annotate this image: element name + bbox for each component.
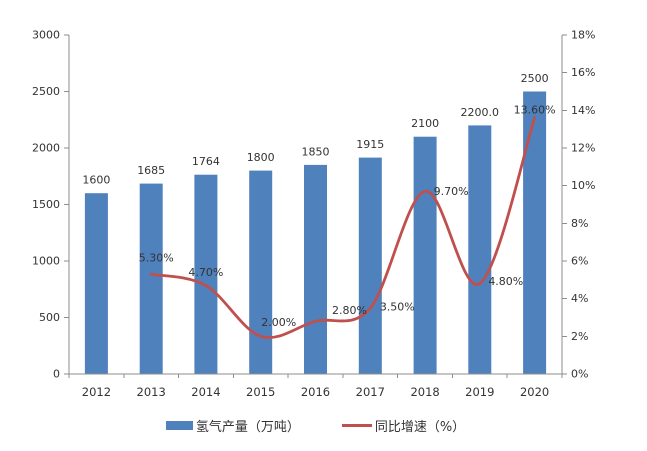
- bar-2017: [358, 157, 382, 374]
- line-series-swatch-icon: [341, 423, 372, 427]
- growth-label-2020: 13.60%: [514, 103, 556, 116]
- bar-2020: [523, 91, 547, 374]
- right-axis-label-6%: 6%: [571, 255, 588, 268]
- bar-value-label-2019: 2200.0: [461, 106, 500, 119]
- growth-label-2016: 2.80%: [332, 304, 367, 317]
- right-axis-label-2%: 2%: [571, 330, 588, 343]
- bar-value-label-2018: 2100: [411, 117, 439, 130]
- bar-value-label-2014: 1764: [192, 155, 220, 168]
- x-axis-label-2013: 2013: [137, 385, 166, 399]
- x-axis-label-2019: 2019: [465, 385, 494, 399]
- right-axis-label-16%: 16%: [571, 66, 595, 79]
- bar-series-label: 氢气产量（万吨）: [195, 419, 300, 435]
- left-axis-label-0: 0: [53, 368, 60, 381]
- bar-2019: [468, 125, 492, 375]
- x-axis-label-2016: 2016: [301, 385, 330, 399]
- x-axis-label-2020: 2020: [520, 385, 549, 399]
- bar-2016: [304, 164, 327, 374]
- legend-item-bar-series: 氢气产量（万吨）: [165, 416, 300, 435]
- right-axis-label-12%: 12%: [571, 142, 595, 155]
- legend-item-line-series: 同比增速（%）: [341, 416, 466, 435]
- right-axis-label-8%: 8%: [571, 217, 588, 230]
- growth-label-2019: 4.80%: [488, 275, 523, 288]
- x-axis-label-2017: 2017: [356, 385, 385, 399]
- bar-value-label-2012: 1600: [82, 174, 110, 187]
- growth-label-2017: 3.50%: [380, 301, 415, 314]
- chart-legend: 氢气产量（万吨） 同比增速（%）: [69, 412, 562, 438]
- x-axis-label-2014: 2014: [191, 385, 220, 399]
- left-axis-label-1500: 1500: [32, 198, 60, 211]
- bar-value-label-2015: 1800: [247, 151, 275, 164]
- x-axis-label-2015: 2015: [246, 385, 275, 399]
- x-axis-label-2018: 2018: [410, 385, 439, 399]
- growth-label-2018: 9.70%: [434, 185, 469, 198]
- bar-value-label-2017: 1915: [356, 138, 384, 151]
- right-axis-label-4%: 4%: [571, 292, 588, 305]
- bar-value-label-2013: 1685: [137, 164, 165, 177]
- right-axis-label-18%: 18%: [571, 29, 595, 42]
- x-axis-label-2012: 2012: [82, 385, 111, 399]
- bar-series-swatch-icon: [165, 420, 193, 430]
- growth-label-2014: 4.70%: [188, 266, 223, 279]
- bar-2014: [194, 174, 218, 374]
- left-axis-label-1000: 1000: [32, 255, 60, 268]
- bar-2013: [139, 183, 163, 374]
- growth-label-2013: 5.30%: [139, 252, 174, 265]
- growth-rate-line: [149, 116, 536, 339]
- right-axis-label-14%: 14%: [571, 104, 595, 117]
- bar-2015: [249, 170, 273, 374]
- right-axis-label-0%: 0%: [571, 368, 588, 381]
- left-axis-label-3000: 3000: [32, 29, 60, 42]
- left-axis-label-2000: 2000: [32, 142, 60, 155]
- bar-value-label-2020: 2500: [521, 72, 549, 85]
- left-axis-label-500: 500: [39, 311, 60, 324]
- bar-2018: [413, 136, 437, 374]
- left-axis-label-2500: 2500: [32, 85, 60, 98]
- line-series-label: 同比增速（%）: [374, 419, 466, 435]
- right-axis-label-10%: 10%: [571, 179, 595, 192]
- bar-2012: [84, 193, 108, 374]
- bar-value-label-2016: 1850: [302, 145, 330, 158]
- growth-label-2015: 2.00%: [261, 316, 296, 329]
